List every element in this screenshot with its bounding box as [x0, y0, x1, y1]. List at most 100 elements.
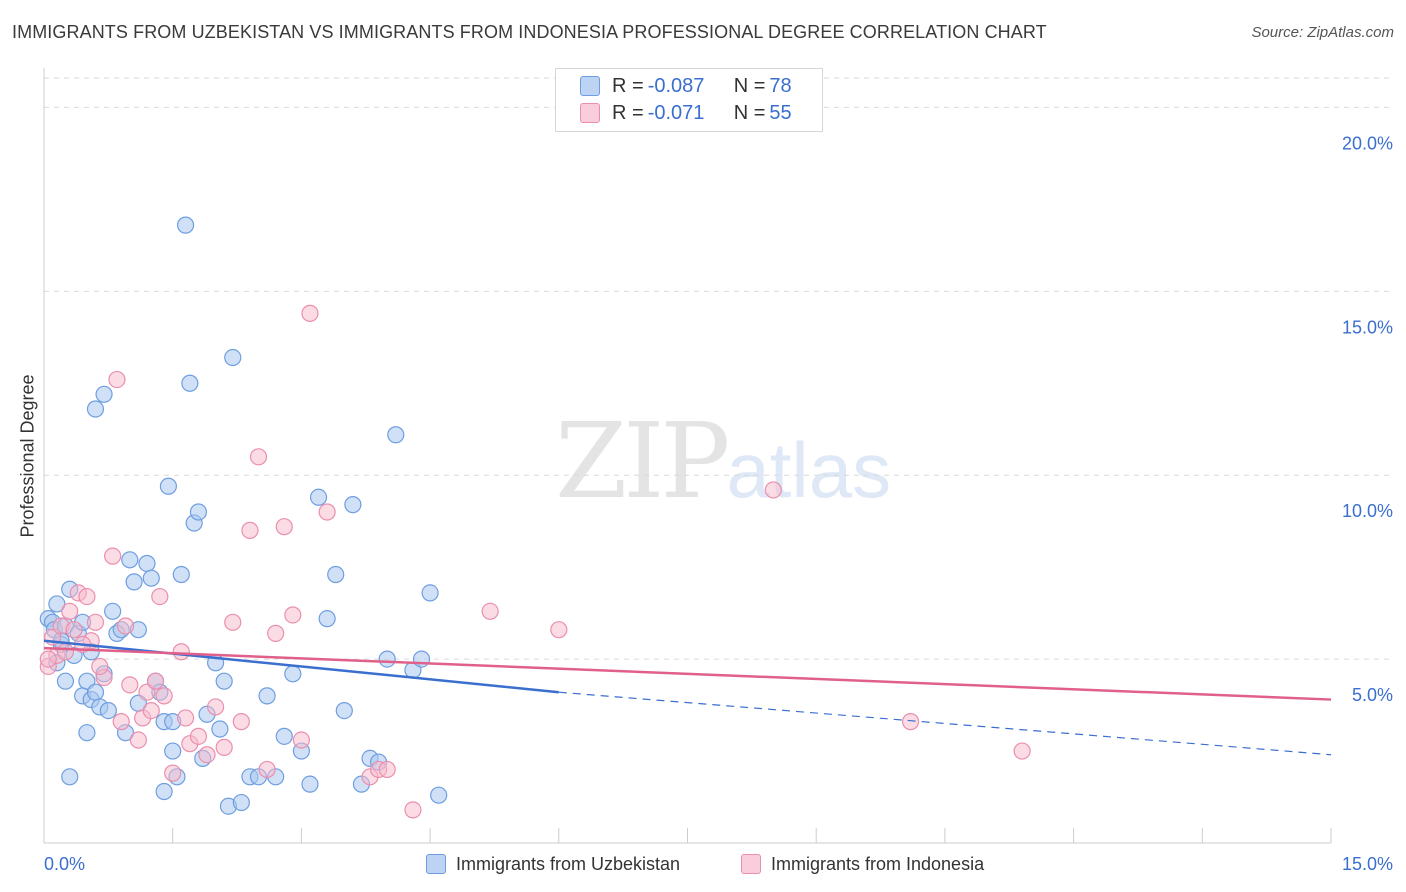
- uzbekistan-point: [211, 720, 229, 738]
- uzbekistan-point: [258, 687, 276, 705]
- indonesia-point: [378, 760, 396, 779]
- indonesia-point: [151, 587, 169, 606]
- indonesia-point: [112, 713, 130, 731]
- indonesia-point: [142, 701, 160, 720]
- indonesia-point: [198, 746, 216, 764]
- uzbekistan-point: [159, 477, 178, 495]
- indonesia-point: [129, 731, 147, 749]
- uzbekistan-point: [318, 610, 336, 628]
- uzbekistan-point: [48, 595, 66, 613]
- y-tick-label: 5.0%: [1352, 685, 1393, 705]
- uzbekistan-point: [121, 551, 139, 569]
- indonesia-point: [249, 448, 268, 466]
- n-label: N =: [733, 101, 766, 124]
- indonesia-point: [61, 602, 79, 620]
- indonesia-point: [275, 518, 293, 536]
- uzbekistan-point: [344, 496, 362, 514]
- uzbekistan-point: [172, 565, 190, 584]
- indonesia-point: [404, 801, 422, 819]
- indonesia-point: [78, 587, 96, 606]
- indonesia-point: [241, 521, 259, 539]
- indonesia-point: [164, 764, 182, 782]
- tick-labels: 5.0% 10.0% 15.0% 20.0% 0.0% 15.0%: [44, 133, 1393, 874]
- indonesia-point: [207, 698, 225, 716]
- uzbekistan-point: [104, 602, 122, 620]
- stats-legend: R = -0.087 N = 78 R = -0.071 N = 55: [555, 68, 823, 132]
- uzbekistan-point: [78, 724, 96, 742]
- indonesia-point: [318, 503, 336, 521]
- indonesia-point: [215, 738, 233, 756]
- chart-title: IMMIGRANTS FROM UZBEKISTAN VS IMMIGRANTS…: [12, 22, 1047, 42]
- uzbekistan-point: [95, 385, 113, 403]
- uzbekistan-legend-swatch: [426, 854, 446, 874]
- uzbekistan-point: [125, 573, 143, 591]
- uzbekistan-point: [181, 374, 199, 392]
- uzbekistan-point: [412, 650, 431, 668]
- trend-lines: [43, 639, 1332, 756]
- indonesia-point: [86, 613, 105, 631]
- legend-label-indonesia: Immigrants from Indonesia: [771, 853, 985, 874]
- legend-label-uzbekistan: Immigrants from Uzbekistan: [456, 853, 681, 874]
- y-tick-label: 20.0%: [1342, 133, 1393, 153]
- x-tick-label: 15.0%: [1342, 854, 1393, 874]
- indonesia-point: [901, 713, 920, 731]
- source-label: Source: ZipAtlas.com: [1251, 24, 1394, 41]
- n-value-indonesia: 55: [769, 101, 792, 124]
- uzbekistan-point: [232, 793, 250, 812]
- indonesia-point: [232, 713, 250, 731]
- uzbekistan-point: [309, 488, 328, 506]
- n-label: N =: [733, 74, 766, 97]
- indonesia-point: [104, 547, 122, 565]
- uzbekistan-point: [142, 569, 160, 587]
- uzbekistan-point: [164, 742, 182, 760]
- indonesia-legend-swatch: [741, 854, 761, 874]
- y-axis-label: Professional Degree: [17, 374, 38, 538]
- indonesia-point: [56, 643, 75, 661]
- uzbekistan-point: [421, 584, 439, 602]
- indonesia-point: [481, 602, 499, 620]
- indonesia-point: [155, 687, 173, 705]
- uzbekistan-point: [176, 216, 195, 234]
- uzbekistan-point: [189, 503, 208, 521]
- indonesia-point: [121, 676, 139, 694]
- indonesia-point: [108, 370, 126, 389]
- uzbekistan-point: [155, 782, 173, 801]
- indonesia-point: [91, 657, 109, 676]
- legend-item-indonesia: Immigrants from Indonesia: [741, 852, 984, 876]
- indonesia-point: [1013, 742, 1031, 760]
- x-tick-label: 0.0%: [44, 854, 85, 874]
- legend-item-uzbekistan: Immigrants from Uzbekistan: [426, 852, 680, 876]
- indonesia-trend-line: [43, 646, 1332, 701]
- indonesia-swatch: [580, 103, 600, 123]
- indonesia-point: [224, 613, 242, 631]
- y-tick-label: 15.0%: [1342, 317, 1393, 337]
- uzbekistan-point: [284, 665, 302, 683]
- uzbekistan-point: [99, 701, 117, 720]
- uzbekistan-point: [86, 400, 105, 418]
- uzbekistan-point: [327, 565, 345, 584]
- axes: [43, 68, 1332, 844]
- indonesia-point: [550, 621, 568, 639]
- uzbekistan-trend-line-extension: [558, 691, 1332, 756]
- indonesia-point: [176, 709, 195, 727]
- uzbekistan-point: [430, 786, 448, 804]
- y-tick-label: 10.0%: [1342, 501, 1393, 521]
- uzbekistan-point: [387, 426, 405, 444]
- indonesia-point: [116, 617, 135, 635]
- r-value-indonesia: -0.071: [647, 101, 705, 124]
- n-value-uzbekistan: 78: [769, 74, 792, 97]
- uzbekistan-point: [378, 650, 396, 668]
- indonesia-point: [301, 304, 319, 322]
- stats-legend-row-uzbekistan: R = -0.087 N = 78: [580, 73, 792, 99]
- indonesia-point: [764, 481, 782, 499]
- uzbekistan-point: [301, 775, 319, 793]
- indonesia-point: [172, 643, 190, 661]
- indonesia-point: [146, 672, 165, 690]
- indonesia-point: [258, 760, 276, 779]
- uzbekistan-point: [61, 768, 79, 786]
- r-label: R =: [612, 74, 644, 97]
- uzbekistan-point: [224, 348, 242, 367]
- indonesia-point: [39, 650, 57, 668]
- indonesia-point: [65, 621, 83, 639]
